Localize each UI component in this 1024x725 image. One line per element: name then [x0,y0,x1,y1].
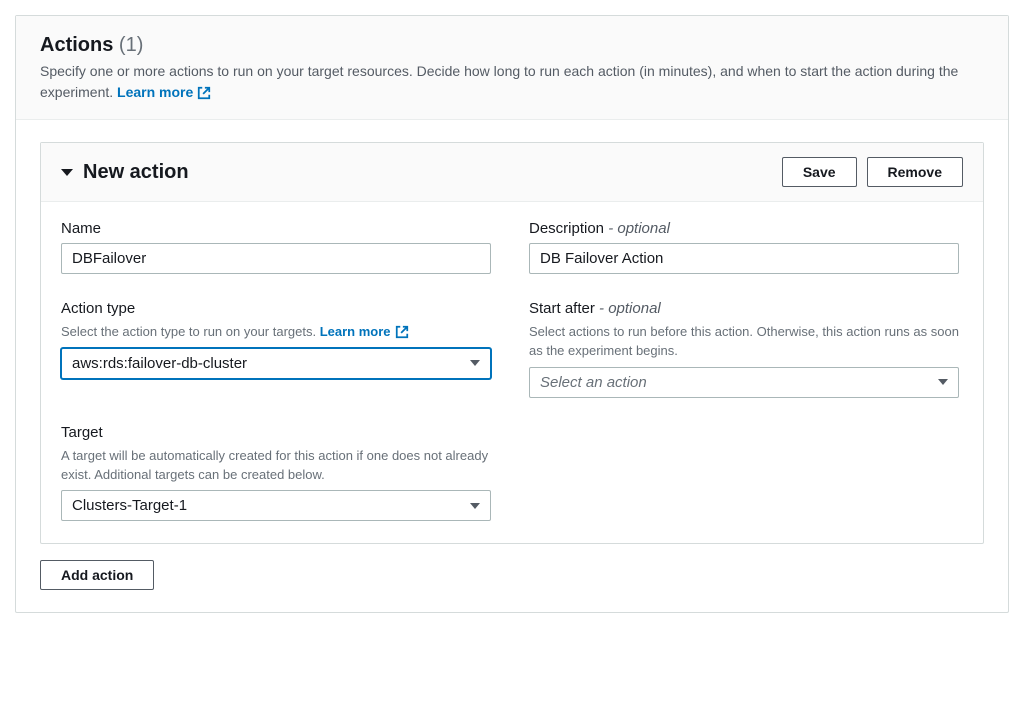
description-optional: - optional [608,220,670,237]
save-button[interactable]: Save [782,157,857,187]
actions-count: (1) [119,34,143,56]
action-buttons: Save Remove [782,157,963,187]
chevron-down-icon [470,503,480,509]
start-after-select[interactable]: Select an action [529,367,959,398]
actions-title-text: Actions [40,34,113,56]
actions-panel-header: Actions (1) Specify one or more actions … [16,16,1008,120]
start-after-optional: - optional [599,300,661,317]
description-input[interactable] [529,243,959,274]
target-help: A target will be automatically created f… [61,447,491,485]
target-select[interactable]: Clusters-Target-1 [61,490,491,521]
new-action-card: New action Save Remove Name Description [40,142,984,544]
action-type-learn-more-text: Learn more [320,323,391,342]
action-type-select[interactable]: aws:rds:failover-db-cluster [61,348,491,379]
start-after-label: Start after - optional [529,300,963,317]
start-after-placeholder: Select an action [540,374,647,391]
name-input[interactable] [61,243,491,274]
target-value: Clusters-Target-1 [72,497,187,514]
new-action-title: New action [83,161,189,184]
new-action-body: Name Description - optional Action [41,202,983,543]
start-after-help: Select actions to run before this action… [529,323,963,361]
action-type-learn-more-link[interactable]: Learn more [320,323,409,342]
new-action-header: New action Save Remove [41,143,983,202]
actions-panel: Actions (1) Specify one or more actions … [15,15,1009,613]
actions-learn-more-link[interactable]: Learn more [117,82,211,103]
actions-title: Actions (1) [40,34,984,57]
name-label: Name [61,220,495,237]
action-type-help-text: Select the action type to run on your ta… [61,324,316,339]
remove-button[interactable]: Remove [867,157,963,187]
action-type-help: Select the action type to run on your ta… [61,323,495,342]
add-action-button[interactable]: Add action [40,560,154,590]
description-label: Description - optional [529,220,963,237]
action-type-label: Action type [61,300,495,317]
target-label: Target [61,424,495,441]
new-action-toggle[interactable]: New action [61,161,189,184]
external-link-icon [395,325,409,339]
start-after-label-text: Start after [529,300,595,317]
action-type-value: aws:rds:failover-db-cluster [72,355,247,372]
learn-more-text: Learn more [117,82,193,103]
caret-down-icon [61,169,73,176]
actions-panel-body: New action Save Remove Name Description [16,120,1008,612]
description-label-text: Description [529,220,604,237]
chevron-down-icon [938,379,948,385]
chevron-down-icon [470,360,480,366]
external-link-icon [197,86,211,100]
actions-description: Specify one or more actions to run on yo… [40,61,984,103]
